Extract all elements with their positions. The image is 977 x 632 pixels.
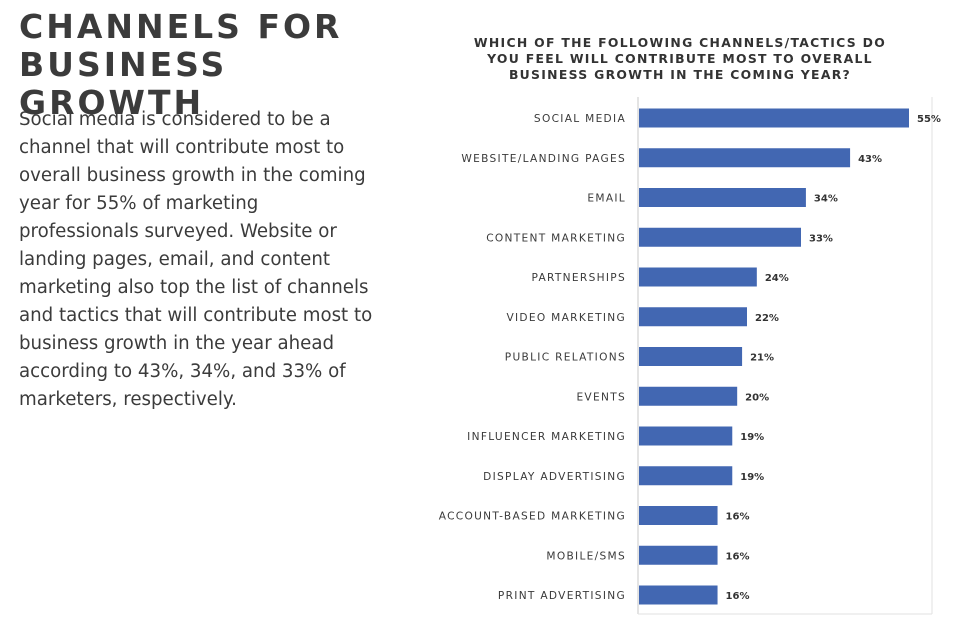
category-label: VIDEO MARKETING [506, 312, 626, 324]
category-label: MOBILE/SMS [546, 550, 626, 562]
bar [639, 188, 806, 207]
bar [639, 466, 733, 486]
data-label: 16% [726, 551, 750, 562]
page-headline: CHANNELS FOR BUSINESS GROWTH [19, 8, 419, 122]
data-label: 43% [858, 154, 882, 165]
data-label: 19% [740, 472, 764, 483]
body-paragraph: Social media is considered to be a chann… [19, 109, 373, 410]
bar [639, 227, 801, 247]
category-label: SOCIAL MEDIA [534, 113, 626, 125]
bar [639, 506, 718, 525]
bar [639, 307, 747, 327]
bar [639, 585, 718, 605]
data-label: 33% [809, 233, 833, 244]
headline-line-2: BUSINESS GROWTH [19, 45, 228, 122]
bar [639, 386, 738, 406]
data-label: 20% [745, 392, 769, 403]
category-label: PUBLIC RELATIONS [505, 352, 626, 364]
headline-line-1: CHANNELS FOR [19, 7, 343, 46]
category-label: EVENTS [576, 391, 626, 403]
data-label: 21% [750, 353, 774, 364]
category-label: WEBSITE/LANDING PAGES [461, 153, 626, 165]
data-label: 22% [755, 313, 779, 324]
bar [639, 545, 718, 565]
data-label: 19% [740, 432, 764, 443]
bar [639, 267, 757, 287]
data-label: 55% [917, 114, 941, 125]
category-label: EMAIL [587, 193, 626, 205]
bar [639, 347, 743, 366]
chart-title: WHICH OF THE FOLLOWING CHANNELS/TACTICS … [473, 35, 887, 82]
category-label: PARTNERSHIPS [531, 272, 626, 284]
bar [639, 148, 851, 168]
data-label: 34% [814, 194, 838, 205]
category-label: CONTENT MARKETING [486, 232, 626, 244]
category-label: DISPLAY ADVERTISING [483, 471, 626, 483]
category-label: INFLUENCER MARKETING [467, 431, 626, 443]
bar [639, 108, 909, 128]
bar [639, 426, 733, 446]
data-label: 16% [726, 512, 750, 523]
category-label: PRINT ADVERTISING [498, 590, 626, 602]
category-label: ACCOUNT-BASED MARKETING [439, 511, 626, 523]
data-label: 16% [726, 591, 750, 602]
data-label: 24% [765, 273, 789, 284]
